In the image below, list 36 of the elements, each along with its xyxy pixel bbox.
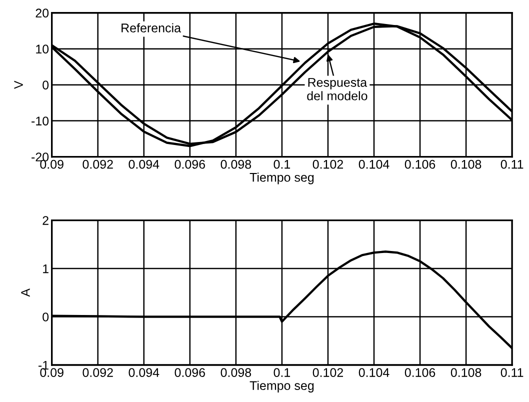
x-tick-label: 0.104 xyxy=(358,368,390,377)
y-tick-label: -10 xyxy=(32,116,49,126)
x-tick-label: 0.09 xyxy=(40,368,64,377)
y-tick-label: 0 xyxy=(42,312,49,322)
x-tick-label: 0.102 xyxy=(312,368,343,377)
x-tick-label: 0.102 xyxy=(312,160,343,169)
x-axis-title: Tiempo seg xyxy=(250,172,314,184)
y-axis-title: V xyxy=(14,80,23,89)
x-axis-title: Tiempo seg xyxy=(250,380,314,392)
x-tick-label: 0.108 xyxy=(450,160,482,169)
x-tick-label: 0.096 xyxy=(174,160,206,169)
x-tick-label: 0.11 xyxy=(500,160,524,169)
x-tick-label: 0.09 xyxy=(40,160,64,169)
y-tick-label: 10 xyxy=(36,44,49,54)
x-tick-label: 0.098 xyxy=(220,160,252,169)
y-tick-label: 2 xyxy=(42,216,48,225)
x-tick-label: 0.1 xyxy=(274,160,290,169)
annotation: Referencia xyxy=(122,23,182,32)
y-tick-label: 20 xyxy=(36,8,49,18)
y-tick-label: -20 xyxy=(32,152,49,162)
x-tick-label: 0.106 xyxy=(404,368,436,377)
annotation: Respuesta del modelo xyxy=(307,78,368,100)
x-tick-label: 0.11 xyxy=(500,368,524,377)
x-tick-label: 0.104 xyxy=(358,160,390,169)
x-tick-label: 0.092 xyxy=(82,160,113,169)
y-axis-title: A xyxy=(21,288,30,297)
x-tick-label: 0.108 xyxy=(450,368,482,377)
x-tick-label: 0.094 xyxy=(128,368,160,377)
x-tick-label: 0.098 xyxy=(220,368,252,377)
x-tick-label: 0.1 xyxy=(274,368,290,377)
x-tick-label: 0.092 xyxy=(82,368,113,377)
y-tick-label: 0 xyxy=(42,80,49,90)
y-tick-label: 1 xyxy=(43,264,48,274)
x-tick-label: 0.106 xyxy=(404,160,436,169)
x-tick-label: 0.094 xyxy=(128,160,160,169)
x-tick-label: 0.096 xyxy=(174,368,206,377)
